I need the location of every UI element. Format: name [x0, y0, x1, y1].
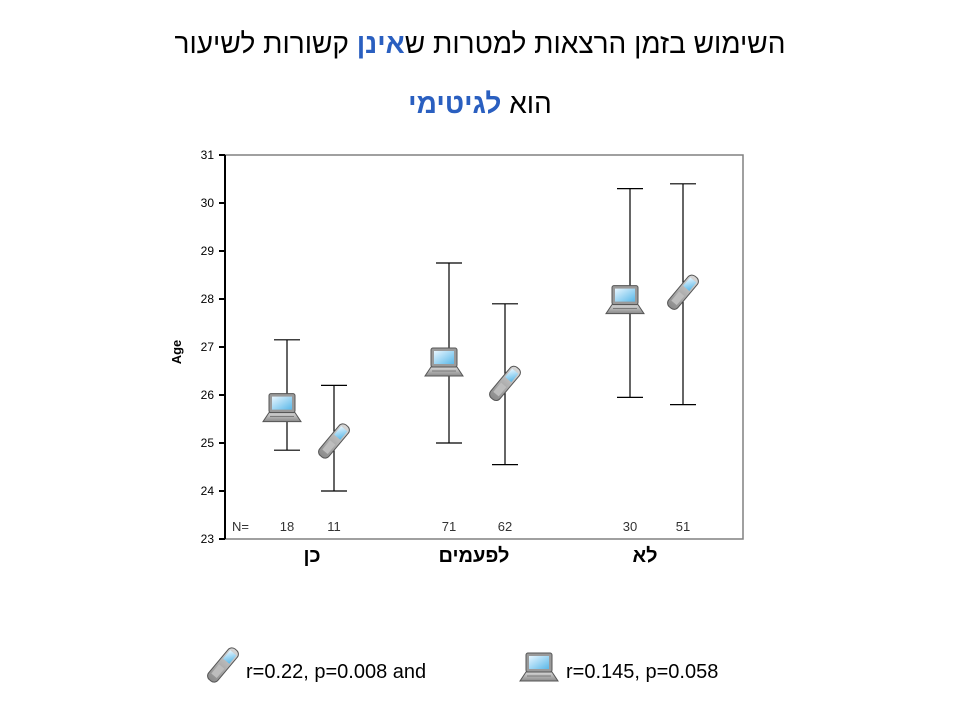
- y-tick-label: 24: [201, 484, 215, 498]
- title-highlight-legitimate: לגיטימי: [408, 88, 502, 119]
- error-bar-laptop: [262, 339, 302, 451]
- y-tick-label: 27: [201, 340, 215, 354]
- title-part3: הוא: [501, 88, 552, 119]
- error-bar-laptop: [424, 262, 464, 444]
- error-bar-phone: [316, 384, 352, 492]
- n-count-label: 18: [280, 519, 294, 534]
- laptop-icon: [424, 347, 464, 377]
- legend-laptop-icon: [519, 652, 559, 682]
- y-tick-label: 23: [201, 532, 215, 546]
- laptop-icon: [262, 393, 302, 423]
- y-tick-label: 28: [201, 292, 215, 306]
- chart-title-line2: הוא לגיטימי: [0, 88, 960, 120]
- category-label-yes: כן: [303, 545, 321, 567]
- category-label-no: לא: [632, 545, 658, 567]
- title-part1: השימוש בזמן הרצאות למטרות ש: [404, 28, 786, 59]
- y-tick-label: 26: [201, 388, 215, 402]
- legend-phone-text: r=0.22, p=0.008 and: [246, 661, 427, 683]
- error-bar-phone: [665, 183, 701, 406]
- y-tick-label: 30: [201, 196, 215, 210]
- plot-frame: [224, 154, 744, 540]
- category-label-sometimes: לפעמים: [438, 545, 510, 567]
- n-count-label: 11: [327, 519, 341, 534]
- title-highlight-not: אינן: [356, 28, 405, 59]
- n-label: N=: [232, 519, 249, 534]
- legend-phone-icon: [205, 645, 241, 685]
- y-axis-label: Age: [169, 340, 184, 365]
- n-count-label: 62: [498, 519, 512, 534]
- n-count-label: 30: [623, 519, 637, 534]
- chart-title-line1: השימוש בזמן הרצאות למטרות שאינן קשורות ל…: [0, 28, 960, 60]
- error-bar-laptop: [605, 188, 645, 398]
- laptop-icon: [605, 285, 645, 315]
- y-tick-label: 31: [201, 148, 215, 162]
- legend-laptop-text: r=0.145, p=0.058: [566, 661, 719, 683]
- y-tick-label: 29: [201, 244, 215, 258]
- title-part2: קשורות לשיעור: [174, 28, 357, 59]
- error-bar-phone: [487, 303, 523, 466]
- n-count-label: 51: [676, 519, 690, 534]
- y-tick-label: 25: [201, 436, 215, 450]
- n-count-label: 71: [442, 519, 456, 534]
